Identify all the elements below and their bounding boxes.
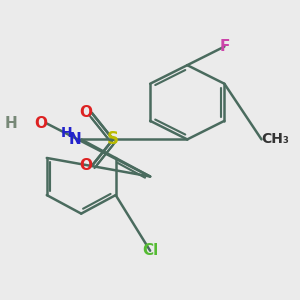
Text: O: O [79,158,92,173]
Text: O: O [79,105,92,120]
Text: CH₃: CH₃ [262,132,290,146]
Text: F: F [219,39,230,54]
Text: O: O [34,116,47,131]
Text: Cl: Cl [142,243,158,258]
Text: H: H [61,126,72,140]
Text: N: N [68,132,81,147]
Text: H: H [5,116,18,131]
Text: S: S [107,130,119,148]
